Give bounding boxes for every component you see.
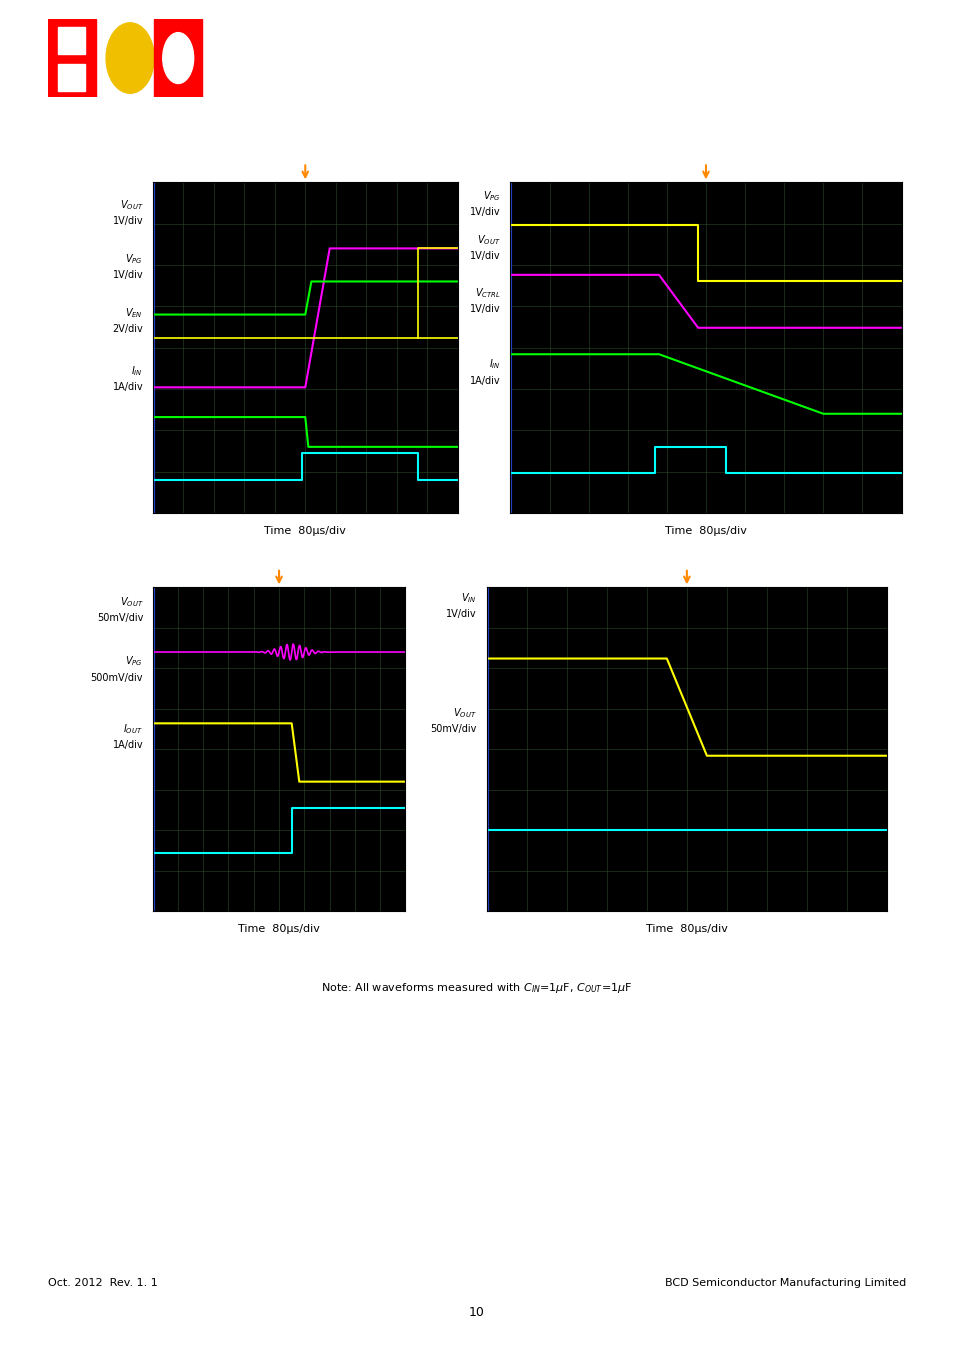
Text: Typical Performance Characteristics, (Continued): Typical Performance Characteristics, (Co… <box>324 113 629 127</box>
Text: $V_{CTRL}$: $V_{CTRL}$ <box>475 286 500 300</box>
Text: 50mV/div: 50mV/div <box>430 724 476 734</box>
Text: Time  80μs/div: Time 80μs/div <box>664 525 746 536</box>
Text: 1V/div: 1V/div <box>112 270 143 281</box>
Text: 10: 10 <box>469 1305 484 1319</box>
Text: Time  80μs/div: Time 80μs/div <box>237 923 319 934</box>
Text: $V_{OUT}$: $V_{OUT}$ <box>453 706 476 720</box>
Text: $V_{EN}$: $V_{EN}$ <box>125 306 143 320</box>
Bar <box>58 63 86 90</box>
Text: $V_{OUT}$: $V_{OUT}$ <box>119 198 143 212</box>
Text: BCD Semiconductor Manufacturing Limited: BCD Semiconductor Manufacturing Limited <box>664 1277 905 1288</box>
Text: 1A/div: 1A/div <box>112 740 143 751</box>
Text: Time  80μs/div: Time 80μs/div <box>645 923 727 934</box>
Text: 1V/div: 1V/div <box>470 207 500 217</box>
Text: 1A/div: 1A/div <box>112 382 143 393</box>
Text: $V_{PG}$: $V_{PG}$ <box>482 189 500 202</box>
Text: 1A/div: 1A/div <box>470 375 500 386</box>
Text: $I_{IN}$: $I_{IN}$ <box>489 358 500 371</box>
Text: 50mV/div: 50mV/div <box>96 613 143 624</box>
Text: $I_{OUT}$: $I_{OUT}$ <box>123 722 143 736</box>
Text: 2V/div: 2V/div <box>112 324 143 335</box>
Bar <box>48 19 95 97</box>
Text: 1V/div: 1V/div <box>470 251 500 262</box>
Text: $V_{PG}$: $V_{PG}$ <box>125 655 143 668</box>
Text: Oct. 2012  Rev. 1. 1: Oct. 2012 Rev. 1. 1 <box>48 1277 157 1288</box>
Text: Note: All waveforms measured with $C_{IN}$=1$\mu$F, $C_{OUT}$=1$\mu$F: Note: All waveforms measured with $C_{IN… <box>321 981 632 995</box>
Text: $V_{PG}$: $V_{PG}$ <box>125 252 143 266</box>
Text: $V_{IN}$: $V_{IN}$ <box>461 591 476 605</box>
Bar <box>154 19 202 97</box>
Bar <box>58 27 86 54</box>
Ellipse shape <box>163 32 193 84</box>
Text: 1V/div: 1V/div <box>446 609 476 620</box>
Text: 1V/div: 1V/div <box>112 216 143 227</box>
Text: 500mV/div: 500mV/div <box>91 672 143 683</box>
Ellipse shape <box>106 23 154 93</box>
Text: $I_{IN}$: $I_{IN}$ <box>132 364 143 378</box>
Text: $V_{OUT}$: $V_{OUT}$ <box>119 595 143 609</box>
Text: Time  80μs/div: Time 80μs/div <box>264 525 346 536</box>
Text: 1V/div: 1V/div <box>470 304 500 315</box>
Text: $V_{OUT}$: $V_{OUT}$ <box>476 234 500 247</box>
